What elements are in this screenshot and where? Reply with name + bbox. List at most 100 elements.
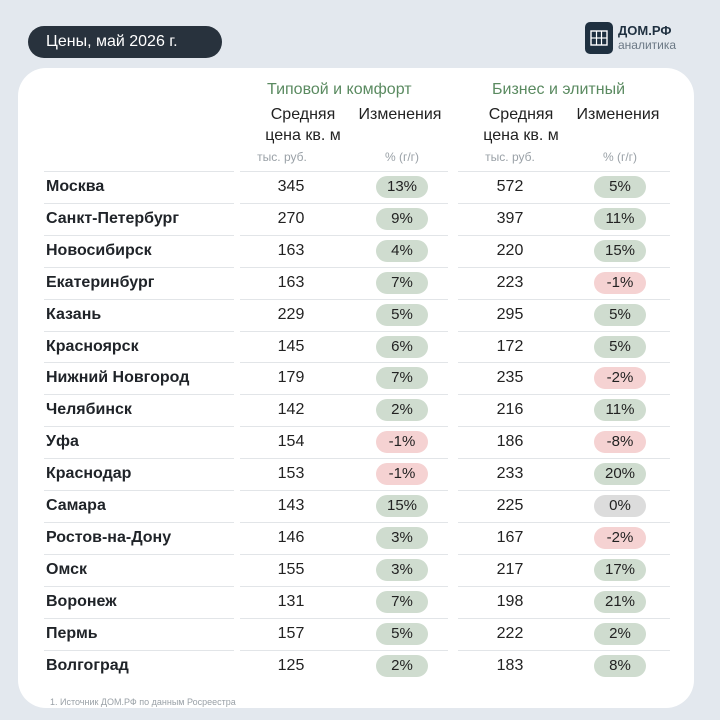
price-business: 223 (496, 274, 524, 291)
row-divider (44, 458, 234, 459)
row-divider (240, 618, 448, 619)
price-table-card (18, 68, 694, 708)
table-row: Омск 155 3% 217 17% (0, 554, 720, 586)
row-divider (458, 650, 670, 651)
change-badge-business: -2% (594, 367, 646, 389)
price-standard: 270 (277, 210, 305, 227)
row-divider (458, 426, 670, 427)
table-row: Казань 229 5% 295 5% (0, 299, 720, 331)
city-name: Челябинск (46, 401, 132, 418)
table-row: Краснодар 153 -1% 233 20% (0, 458, 720, 490)
row-divider (458, 235, 670, 236)
table-row: Новосибирск 163 4% 220 15% (0, 235, 720, 267)
change-badge-business: 5% (594, 304, 646, 326)
footnote: 1. Источник ДОМ.РФ по данным Росреестра (50, 697, 236, 707)
row-divider (240, 331, 448, 332)
row-divider (240, 650, 448, 651)
row-divider (240, 203, 448, 204)
row-divider (44, 490, 234, 491)
table-row: Москва 345 13% 572 5% (0, 171, 720, 203)
price-business: 216 (496, 401, 524, 418)
price-business: 235 (496, 369, 524, 386)
price-business: 172 (496, 338, 524, 355)
change-badge-standard: 7% (376, 367, 428, 389)
change-badge-standard: 9% (376, 208, 428, 230)
table-row: Самара 143 15% 225 0% (0, 490, 720, 522)
page-title: Цены, май 2026 г. (28, 26, 222, 58)
price-business: 217 (496, 561, 524, 578)
row-divider (44, 522, 234, 523)
column-unit-price-business: тыс. руб. (485, 150, 535, 164)
price-business: 183 (496, 657, 524, 674)
row-divider (240, 554, 448, 555)
row-divider (240, 490, 448, 491)
change-badge-standard: 15% (376, 495, 428, 517)
price-business: 397 (496, 210, 524, 227)
dom-rf-logo-icon (585, 22, 613, 54)
table-row: Санкт-Петербург 270 9% 397 11% (0, 203, 720, 235)
change-badge-standard: 3% (376, 559, 428, 581)
city-name: Новосибирск (46, 242, 152, 259)
city-name: Екатеринбург (46, 274, 155, 291)
row-divider (240, 235, 448, 236)
row-divider (44, 171, 234, 172)
table-row: Воронеж 131 7% 198 21% (0, 586, 720, 618)
price-standard: 143 (277, 497, 305, 514)
change-badge-business: 2% (594, 623, 646, 645)
price-business: 225 (496, 497, 524, 514)
city-name: Воронеж (46, 593, 117, 610)
table-row: Волгоград 125 2% 183 8% (0, 650, 720, 682)
row-divider (240, 586, 448, 587)
column-unit-change-standard: % (г/г) (384, 150, 420, 164)
row-divider (240, 267, 448, 268)
column-header-change-business: Изменения (576, 106, 660, 123)
table-row: Челябинск 142 2% 216 11% (0, 394, 720, 426)
row-divider (44, 426, 234, 427)
row-divider (458, 618, 670, 619)
row-divider (44, 362, 234, 363)
table-row: Ростов-на-Дону 146 3% 167 -2% (0, 522, 720, 554)
city-name: Омск (46, 561, 87, 578)
row-divider (458, 522, 670, 523)
city-name: Краснодар (46, 465, 132, 482)
price-standard: 157 (277, 625, 305, 642)
city-name: Волгоград (46, 657, 129, 674)
price-standard: 153 (277, 465, 305, 482)
price-business: 220 (496, 242, 524, 259)
row-divider (458, 331, 670, 332)
change-badge-business: -1% (594, 272, 646, 294)
city-name: Красноярск (46, 338, 139, 355)
row-divider (458, 458, 670, 459)
row-divider (458, 586, 670, 587)
change-badge-standard: 4% (376, 240, 428, 262)
price-business: 167 (496, 529, 524, 546)
price-standard: 229 (277, 306, 305, 323)
row-divider (44, 618, 234, 619)
row-divider (240, 426, 448, 427)
price-standard: 145 (277, 338, 305, 355)
row-divider (240, 299, 448, 300)
table-row: Нижний Новгород 179 7% 235 -2% (0, 362, 720, 394)
price-business: 198 (496, 593, 524, 610)
row-divider (458, 203, 670, 204)
table-row: Уфа 154 -1% 186 -8% (0, 426, 720, 458)
change-badge-standard: -1% (376, 463, 428, 485)
row-divider (44, 203, 234, 204)
price-standard: 142 (277, 401, 305, 418)
column-header-price-business: Средняя цена кв. м (483, 106, 559, 144)
logo-subtitle: аналитика (618, 38, 677, 52)
table-row: Красноярск 145 6% 172 5% (0, 331, 720, 363)
row-divider (458, 267, 670, 268)
row-divider (44, 554, 234, 555)
row-divider (44, 650, 234, 651)
change-badge-standard: 3% (376, 527, 428, 549)
change-badge-standard: 7% (376, 591, 428, 613)
row-divider (240, 171, 448, 172)
change-badge-standard: -1% (376, 431, 428, 453)
price-standard: 146 (277, 529, 305, 546)
city-name: Ростов-на-Дону (46, 529, 172, 546)
change-badge-business: 11% (594, 399, 646, 421)
row-divider (458, 362, 670, 363)
change-badge-business: 17% (594, 559, 646, 581)
city-name: Уфа (46, 433, 79, 450)
